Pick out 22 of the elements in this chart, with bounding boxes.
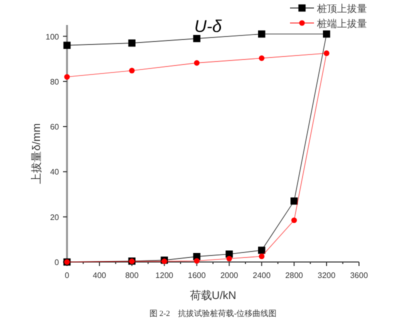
chart-title: U-δ xyxy=(194,17,222,36)
x-tick-label: 3600 xyxy=(350,271,368,280)
x-tick-label: 2800 xyxy=(285,271,304,280)
x-axis-title: 荷载U/kN xyxy=(190,289,236,302)
x-tick-label: 1200 xyxy=(155,271,174,280)
x-tick-label: 2400 xyxy=(252,271,272,280)
y-tick-label: 0 xyxy=(54,258,60,267)
y-tick-label: 80 xyxy=(50,77,60,86)
y-axis-title: 上拔量δ/mm xyxy=(30,123,43,184)
y-tick-label: 20 xyxy=(50,212,60,222)
x-tick-label: 2000 xyxy=(220,271,239,280)
x-tick-label: 400 xyxy=(92,271,107,280)
x-tick-label: 800 xyxy=(125,271,140,280)
y-tick-label: 100 xyxy=(46,32,60,42)
y-tick-label: 40 xyxy=(50,168,60,177)
legend-label: 桩顶上拔量 xyxy=(316,3,367,15)
y-tick-label: 60 xyxy=(50,122,60,132)
x-tick-label: 0 xyxy=(64,271,70,280)
x-tick-label: 1600 xyxy=(188,271,206,280)
legend-label: 桩端上拔量 xyxy=(316,18,367,30)
x-tick-label: 3200 xyxy=(318,271,336,280)
caption: 图 2-2 抗拔试验桩荷载-位移曲线图 xyxy=(149,309,277,318)
